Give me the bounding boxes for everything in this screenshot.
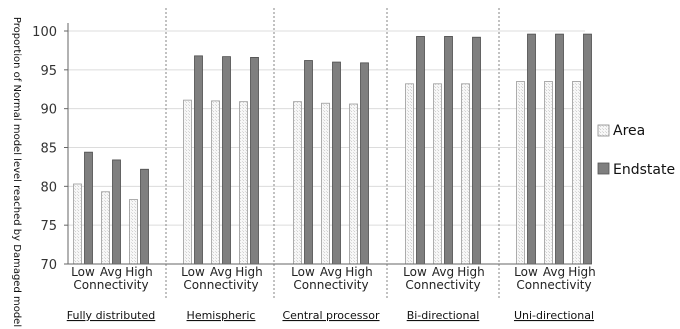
bar-endstate <box>222 56 231 265</box>
y-tick-labels: 70 75 80 85 90 95 100 <box>32 25 57 273</box>
group-label: Central processor <box>282 309 380 322</box>
connectivity-level-label: Low <box>291 265 315 279</box>
bar-endstate <box>444 36 453 265</box>
bar-area <box>349 103 358 265</box>
y-tick-label: 70 <box>40 258 57 273</box>
connectivity-level-label: Avg <box>100 265 122 279</box>
bar-endstate <box>527 33 536 265</box>
bar-area <box>321 102 330 265</box>
bar-endstate <box>112 159 121 265</box>
connectivity-level-label: Avg <box>543 265 565 279</box>
bar-area <box>211 100 220 265</box>
y-tick-label: 80 <box>40 180 57 195</box>
legend-label-endstate: Endstate <box>613 162 675 178</box>
bar-area <box>73 183 82 265</box>
group-label: Fully distributed <box>67 309 156 322</box>
legend-swatch-area <box>597 124 610 137</box>
bars <box>73 33 592 265</box>
connectivity-level-label: High <box>568 265 596 279</box>
group-label: Uni-directional <box>514 309 594 322</box>
connectivity-level-label: Low <box>71 265 95 279</box>
connectivity-level-label: Avg <box>320 265 342 279</box>
bar-endstate <box>304 60 313 265</box>
bar-area <box>405 83 414 265</box>
y-tick-label: 90 <box>40 103 57 118</box>
bar-area <box>101 191 110 265</box>
connectivity-level-label: High <box>457 265 485 279</box>
bar-area <box>572 81 581 265</box>
connectivity-level-label: High <box>345 265 373 279</box>
axes <box>64 23 585 265</box>
legend-swatch-endstate <box>597 162 610 175</box>
bar-area <box>239 101 248 265</box>
bar-area <box>129 199 138 265</box>
bar-endstate <box>250 57 259 265</box>
connectivity-level-label: Avg <box>432 265 454 279</box>
legend-label-area: Area <box>613 123 645 139</box>
bar-endstate <box>332 61 341 265</box>
bar-endstate <box>140 168 149 265</box>
connectivity-level-label: Low <box>181 265 205 279</box>
y-tick-label: 100 <box>32 25 57 40</box>
connectivity-level-label: Avg <box>210 265 232 279</box>
y-axis-label: Proportion of Normal model level reached… <box>11 17 22 327</box>
connectivity-label: Connectivity <box>73 278 148 292</box>
group-label: Hemispheric <box>187 309 256 322</box>
bar-area <box>516 81 525 265</box>
connectivity-label: Connectivity <box>293 278 368 292</box>
y-tick-label: 85 <box>40 142 57 157</box>
connectivity-label: Connectivity <box>405 278 480 292</box>
bar-endstate <box>583 33 592 265</box>
bar-area <box>461 83 470 265</box>
connectivity-label: Connectivity <box>516 278 591 292</box>
bar-area <box>293 101 302 265</box>
bar-area <box>433 83 442 265</box>
bar-area <box>183 99 192 265</box>
bar-endstate <box>555 33 564 265</box>
y-tick-label: 95 <box>40 64 57 79</box>
connectivity-level-label: High <box>235 265 263 279</box>
y-tick-label: 75 <box>40 219 57 234</box>
connectivity-level-label: High <box>125 265 153 279</box>
bar-area <box>544 81 553 265</box>
bar-endstate <box>416 36 425 265</box>
bar-endstate <box>360 62 369 265</box>
group-label: Bi-directional <box>407 309 480 322</box>
connectivity-level-label: Low <box>514 265 538 279</box>
group-separators <box>165 8 500 300</box>
connectivity-label: Connectivity <box>183 278 258 292</box>
bar-endstate <box>84 151 93 265</box>
connectivity-level-label: Low <box>403 265 427 279</box>
legend: Area Endstate <box>597 123 675 178</box>
bar-endstate <box>194 55 203 265</box>
bar-endstate <box>472 36 481 265</box>
